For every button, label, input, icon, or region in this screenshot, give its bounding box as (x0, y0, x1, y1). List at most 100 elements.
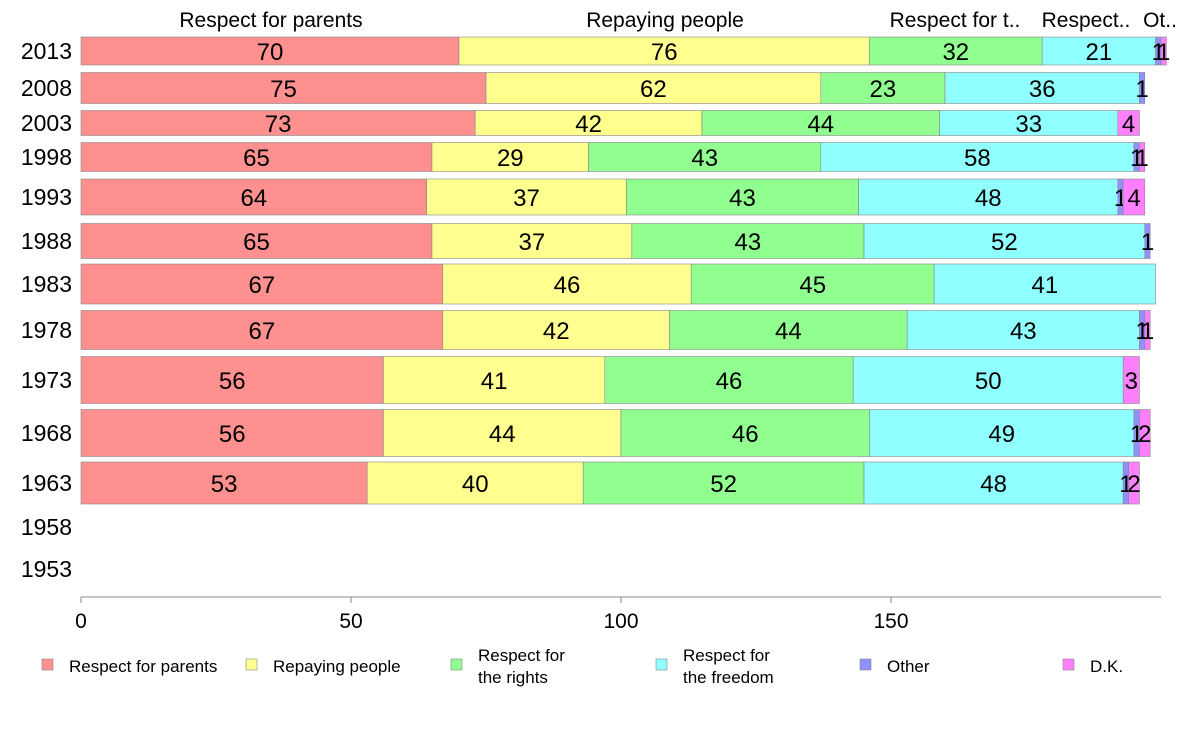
data-label: 43 (729, 185, 756, 212)
bar-segment (474, 110, 703, 136)
top-label: Respect for parents (179, 9, 362, 32)
bar-segment (1122, 356, 1140, 404)
bar-segment (80, 36, 460, 66)
data-label: 50 (975, 368, 1002, 395)
bar-segment (1160, 36, 1167, 66)
data-label: 1 (1135, 145, 1148, 172)
data-label: 56 (219, 368, 246, 395)
top-series-labels: Respect for parents Repaying people Respec… (179, 9, 1177, 32)
data-label: 41 (481, 368, 508, 395)
data-label: 44 (807, 111, 834, 138)
bar-segment (620, 409, 870, 457)
data-label: 56 (219, 421, 246, 448)
legend-label: Respect for parents (69, 657, 217, 676)
data-label: 4 (1122, 111, 1135, 138)
bar-segment (1117, 110, 1140, 136)
bar-segment (701, 110, 940, 136)
data-label: 48 (980, 471, 1007, 498)
bar-segment (820, 142, 1135, 172)
data-label: 46 (716, 368, 743, 395)
top-label: Ot.. (1143, 9, 1177, 32)
bar-segment (80, 409, 384, 457)
data-label: 65 (243, 229, 270, 256)
data-label: 43 (735, 229, 762, 256)
bar-segment (1128, 461, 1140, 505)
bar-segment (485, 72, 822, 104)
legend-label: the rights (478, 668, 548, 687)
y-tick-label: 1973 (21, 367, 72, 393)
x-axis: 0 50 100 150 (75, 596, 1161, 633)
bar-segment (604, 356, 854, 404)
data-label: 21 (1086, 39, 1113, 66)
y-axis-labels: 2013 2008 2003 1998 1993 1988 1983 1978 1973 1968… (21, 38, 72, 582)
data-label: 37 (519, 229, 546, 256)
data-label: 53 (211, 471, 238, 498)
legend-label: Repaying people (273, 657, 401, 676)
bar-segment (1139, 142, 1146, 172)
legend-label: Respect for (478, 646, 565, 665)
top-label: Repaying people (586, 9, 744, 32)
data-label: 48 (975, 185, 1002, 212)
y-tick-label: 1963 (21, 470, 72, 496)
bar-segment (80, 223, 433, 259)
bar-segment (80, 142, 433, 172)
bar-segment (626, 178, 859, 216)
legend-swatch (1062, 658, 1075, 671)
y-tick-label: 1983 (21, 271, 72, 297)
bar-segment (933, 263, 1156, 305)
data-label: 36 (1029, 76, 1056, 103)
data-label: 43 (1010, 318, 1037, 345)
bar-segment (1139, 409, 1151, 457)
data-label: 33 (1015, 111, 1042, 138)
x-tick-label: 100 (603, 610, 638, 633)
data-label: 58 (964, 145, 991, 172)
bar-segment (1144, 223, 1151, 259)
data-label: 40 (462, 471, 489, 498)
data-label: 70 (257, 39, 284, 66)
bar-segment (863, 461, 1124, 505)
bar-segment (939, 110, 1119, 136)
bar-segment (669, 310, 908, 350)
data-label: 67 (249, 318, 276, 345)
data-label: 52 (710, 471, 737, 498)
y-tick-label: 1968 (21, 420, 72, 446)
bar-segment (442, 263, 692, 305)
y-tick-label: 1953 (21, 556, 72, 582)
data-label: 1 (1141, 229, 1154, 256)
bar-segment (1139, 72, 1146, 104)
data-label: 43 (691, 145, 718, 172)
data-label: 65 (243, 145, 270, 172)
legend-label: D.K. (1090, 657, 1123, 676)
bar-segment (869, 36, 1043, 66)
data-label: 2 (1138, 421, 1151, 448)
data-label: 2 (1127, 471, 1140, 498)
legend: Respect for parents Repaying people Respec… (41, 646, 1123, 687)
bar-segment (80, 356, 384, 404)
legend-label: Respect for (683, 646, 770, 665)
bar-segment (426, 178, 627, 216)
data-label: 67 (249, 272, 276, 299)
data-label: 1 (1157, 39, 1170, 66)
legend-swatch (655, 658, 668, 671)
data-label: 29 (497, 145, 524, 172)
data-label: 41 (1032, 272, 1059, 299)
legend-label: Other (887, 657, 930, 676)
data-label: 42 (575, 111, 602, 138)
data-label: 46 (732, 421, 759, 448)
bar-segment (80, 461, 368, 505)
bar-segment (431, 142, 589, 172)
data-label: 73 (265, 111, 292, 138)
legend-swatch (859, 658, 872, 671)
data-label: 45 (799, 272, 826, 299)
bar-segment (588, 142, 822, 172)
legend-swatch (245, 658, 258, 671)
data-label: 44 (775, 318, 802, 345)
data-label: 62 (640, 76, 667, 103)
y-tick-label: 1993 (21, 184, 72, 210)
data-label: 76 (651, 39, 678, 66)
data-label: 1 (1141, 318, 1154, 345)
legend-swatch (41, 658, 54, 671)
data-label: 42 (543, 318, 570, 345)
